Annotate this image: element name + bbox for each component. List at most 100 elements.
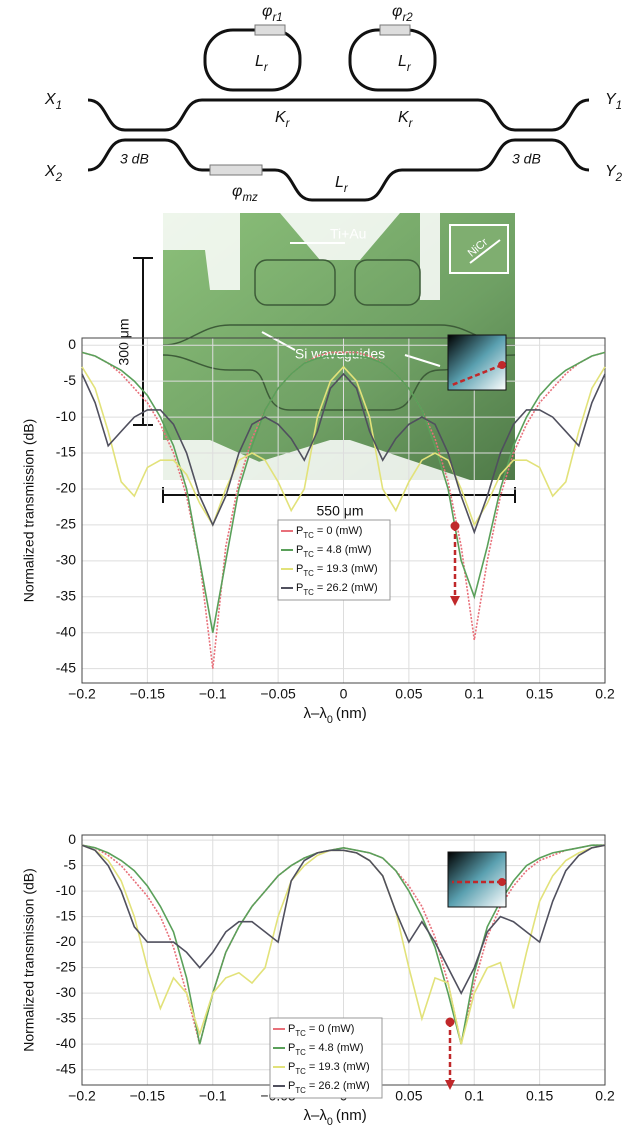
x-tick-label: 0.2	[595, 686, 615, 702]
y-tick-label: -5	[64, 372, 77, 388]
subscript: 1	[56, 100, 62, 112]
x-tick-label: 0	[340, 686, 348, 702]
text-part: = 0 (mW)	[317, 525, 363, 537]
text-part: L	[255, 53, 264, 70]
text-part: = 19.3 (mW)	[317, 563, 378, 575]
diagram-label: Kr	[398, 109, 414, 130]
x-axis-label: λ–λ0(nm)	[304, 1107, 367, 1128]
x-tick-label: −0.15	[130, 686, 166, 702]
text-part: P	[296, 582, 303, 594]
y-tick-label: -35	[56, 587, 76, 603]
x-tick-label: 0.1	[465, 1088, 485, 1104]
subscript: r	[407, 62, 412, 74]
phase-shifter	[380, 25, 410, 35]
subscript: TC	[303, 569, 314, 578]
diagram-label: Kr	[275, 109, 291, 130]
text-part: P	[296, 544, 303, 556]
phase-shifter	[210, 165, 262, 175]
x-tick-label: 0.05	[395, 686, 422, 702]
text-part: P	[288, 1061, 295, 1073]
splitter-label: 3 dB	[512, 151, 541, 167]
x-tick-label: −0.05	[260, 686, 296, 702]
x-tick-label: 0.15	[526, 1088, 553, 1104]
subscript: TC	[295, 1029, 306, 1038]
text-part: λ–λ	[304, 705, 328, 722]
subscript: 0	[327, 714, 333, 726]
subscript: 2	[615, 172, 623, 184]
x-tick-label: 0.2	[595, 1088, 615, 1104]
text-part: = 4.8 (mW)	[317, 544, 372, 556]
x-tick-label: −0.2	[68, 686, 96, 702]
subscript: mz	[242, 192, 258, 204]
y-tick-label: -15	[56, 907, 76, 923]
subscript: r	[286, 118, 291, 130]
diagram-label: Lr	[398, 53, 412, 74]
text-part: φ	[392, 3, 402, 20]
text-part: = 26.2 (mW)	[317, 582, 378, 594]
waveguide-top	[88, 100, 589, 130]
diagram-label: φmz	[232, 183, 258, 204]
inset-dot	[498, 878, 506, 886]
scale-label: 550 μm	[317, 503, 364, 519]
subscript: TC	[295, 1048, 306, 1057]
subscript: r2	[402, 12, 413, 24]
text-part: φ	[262, 3, 272, 20]
diagram-label: Y2	[605, 163, 623, 184]
text-part: = 0 (mW)	[309, 1023, 355, 1035]
y-tick-label: -10	[56, 408, 76, 424]
subscript: r	[409, 118, 414, 130]
text-part: P	[288, 1023, 295, 1035]
subscript: TC	[295, 1086, 306, 1095]
splitter-label: 3 dB	[120, 151, 149, 167]
inset	[448, 852, 506, 907]
y-tick-label: 0	[68, 831, 76, 847]
x-tick-label: −0.15	[130, 1088, 166, 1104]
subscript: TC	[303, 588, 314, 597]
subscript: TC	[303, 550, 314, 559]
y-axis-label: Normalized transmission (dB)	[21, 419, 37, 603]
y-tick-label: 0	[68, 336, 76, 352]
ring	[205, 30, 300, 90]
subscript: r1	[272, 12, 282, 24]
subscript: r	[344, 183, 349, 195]
text-part: L	[398, 53, 407, 70]
y-tick-label: -20	[56, 480, 76, 496]
phase-shifter	[255, 25, 285, 35]
diagram-label: Y1	[605, 91, 622, 112]
text-part: P	[288, 1042, 295, 1054]
x-tick-label: −0.2	[68, 1088, 96, 1104]
subscript: 2	[55, 172, 63, 184]
y-tick-label: -30	[56, 984, 76, 1000]
x-tick-label: −0.1	[199, 686, 227, 702]
text-part: λ–λ	[304, 1107, 328, 1124]
y-tick-label: -25	[56, 958, 76, 974]
y-tick-label: -5	[64, 856, 77, 872]
ring	[350, 30, 435, 90]
text-part: L	[335, 174, 344, 191]
label: Ti+Au	[330, 226, 366, 242]
text-part: φ	[232, 183, 242, 200]
y-tick-label: -40	[56, 1035, 76, 1051]
diagram-label: X2	[44, 163, 63, 184]
y-tick-label: -35	[56, 1009, 76, 1025]
y-tick-label: -20	[56, 933, 76, 949]
diagram-label: φr2	[392, 3, 413, 24]
y-axis-label: Normalized transmission (dB)	[21, 868, 37, 1052]
inset	[448, 335, 506, 390]
diagram-label: Lr	[255, 53, 269, 74]
text-part: P	[288, 1080, 295, 1092]
arrow-head	[450, 596, 460, 606]
y-tick-label: -25	[56, 516, 76, 532]
figure: Ti+Au NiCr Si waveguides 300 μm 550 μm φ…	[0, 0, 624, 1129]
diagram-label: φr1	[262, 3, 283, 24]
y-tick-label: -45	[56, 1060, 76, 1076]
x-tick-label: −0.1	[199, 1088, 227, 1104]
text-part: P	[296, 525, 303, 537]
subscript: 1	[616, 100, 622, 112]
text-part: (nm)	[336, 705, 367, 722]
x-tick-label: 0.1	[465, 686, 485, 702]
x-tick-label: 0.05	[395, 1088, 422, 1104]
text-part: (nm)	[336, 1107, 367, 1124]
diagram-label: X1	[44, 91, 62, 112]
y-tick-label: -30	[56, 552, 76, 568]
